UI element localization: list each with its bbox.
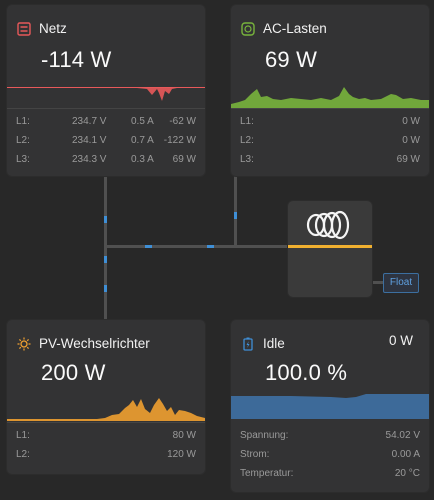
battery-state: Idle: [263, 336, 285, 351]
flow-dot: [234, 212, 237, 219]
grid-phase-row: L1: 234.7 V 0.5 A -62 W: [16, 116, 196, 127]
inverter-card[interactable]: [288, 201, 372, 297]
ac-loads-card[interactable]: AC-Lasten 69 W L1: 0 W L2: 0 W L3: 69 W: [231, 5, 429, 176]
flow-dot: [104, 256, 107, 263]
battery-info-row: Strom: 0.00 A: [240, 449, 420, 460]
battery-icon: [241, 337, 255, 351]
wire-bus-horizontal: [104, 245, 289, 248]
wire-inverter-float: [372, 281, 384, 284]
grid-power-chart: [7, 87, 205, 101]
sun-icon: [17, 337, 31, 351]
ac-loads-power-chart: [231, 87, 429, 108]
battery-soc-chart: [231, 394, 429, 419]
grid-phase-row: L3: 234.3 V 0.3 A 69 W: [16, 154, 196, 165]
flow-dot: [145, 245, 152, 248]
grid-meter-icon: [17, 21, 31, 36]
pv-phase-row: L2: 120 W: [16, 449, 196, 460]
grid-phase-row: L2: 234.1 V 0.7 A -122 W: [16, 135, 196, 146]
inverter-accent-bar: [288, 245, 372, 248]
ac-loads-phase-row: L3: 69 W: [240, 154, 420, 165]
pv-inverter-card[interactable]: PV-Wechselrichter 200 W L1: 80 W L2: 120…: [7, 320, 205, 474]
battery-power-value: 0 W: [388, 333, 413, 348]
ac-loads-power-value: 69 W: [265, 47, 318, 72]
ac-outlet-icon: [241, 21, 255, 36]
grid-card[interactable]: Netz -114 W L1: 234.7 V 0.5 A -62 W L2: …: [7, 5, 205, 176]
wire-grid-down: [104, 176, 107, 320]
flow-dot: [104, 216, 107, 223]
ac-loads-phase-row: L1: 0 W: [240, 116, 420, 127]
flow-dot: [104, 285, 107, 292]
pv-phase-row: L1: 80 W: [16, 430, 196, 441]
battery-soc-value: 100.0 %: [265, 360, 348, 385]
pv-power-value: 200 W: [41, 360, 106, 385]
ac-loads-phase-row: L2: 0 W: [240, 135, 420, 146]
pv-power-chart: [7, 398, 205, 421]
grid-title: Netz: [39, 21, 67, 36]
pv-inverter-title: PV-Wechselrichter: [39, 336, 150, 351]
ac-loads-title: AC-Lasten: [263, 21, 327, 36]
inverter-state-badge: Float: [383, 273, 419, 293]
victron-logo-icon: [306, 209, 354, 241]
battery-card[interactable]: Idle 0 W 100.0 % Spannung: 54.02 V Strom…: [231, 320, 429, 492]
grid-power-value: -114 W: [41, 47, 112, 72]
wire-acloads-down: [234, 176, 237, 247]
battery-info-row: Temperatur: 20 °C: [240, 468, 420, 479]
flow-dot: [207, 245, 214, 248]
battery-info-row: Spannung: 54.02 V: [240, 430, 420, 441]
